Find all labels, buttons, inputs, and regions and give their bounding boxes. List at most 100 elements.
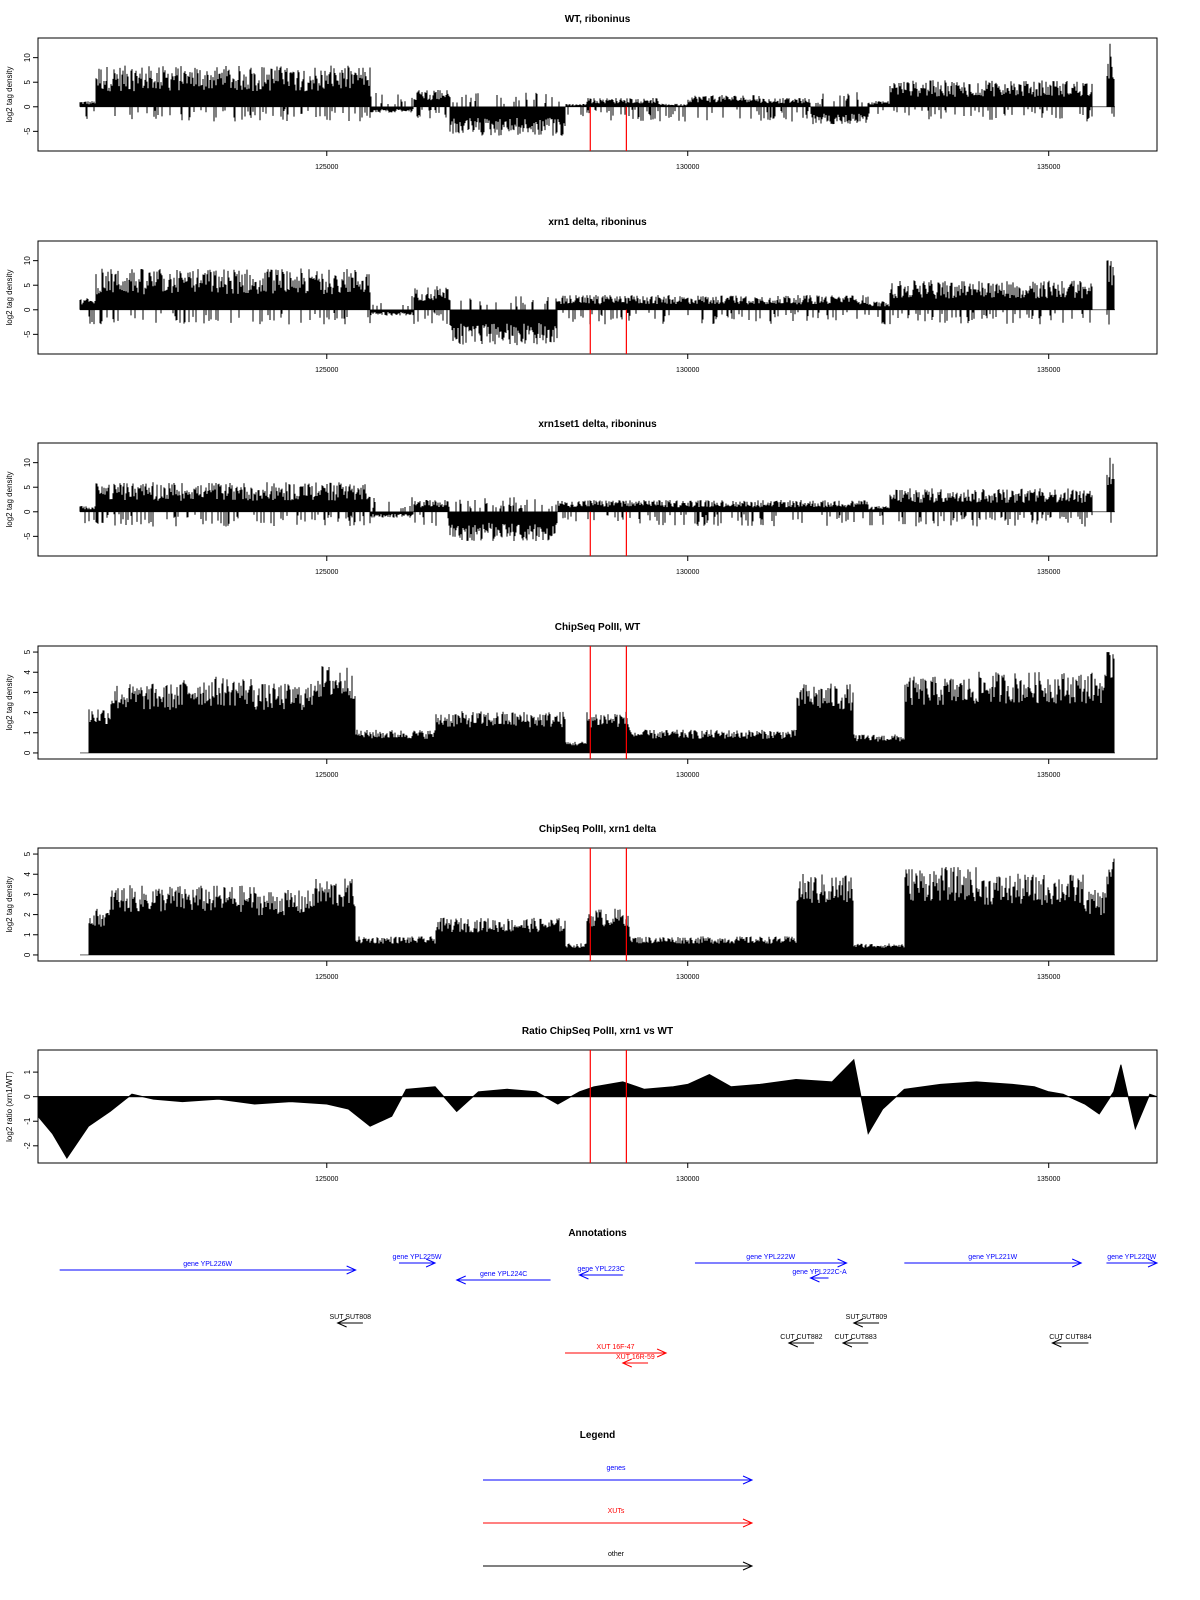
other-arrow: CUT CUT883 (834, 1334, 877, 1348)
x-tick-label: 130000 (676, 772, 699, 779)
y-axis-label: log2 ratio (xrn1/WT) (5, 1071, 14, 1142)
legend-label: other (608, 1551, 625, 1558)
other-arrow: SUT SUT809 (846, 1314, 887, 1328)
legend-label: XUTs (608, 1508, 625, 1515)
panel-title: xrn1set1 delta, riboninus (538, 419, 657, 430)
data-marks (80, 646, 1115, 759)
y-tick-label: 2 (23, 912, 32, 917)
y-tick-label: 0 (23, 1094, 32, 1099)
arrow-head (1071, 1258, 1083, 1268)
y-tick-label: 4 (23, 871, 32, 876)
arrow-head (809, 1273, 820, 1283)
panel-6: Ratio ChipSeq PolII, xrn1 vs WT -2 -1 0 1 log… (5, 1026, 1158, 1183)
data-marks (80, 848, 1115, 961)
gene-arrow: gene YPL224C (455, 1271, 551, 1285)
arrow-head (656, 1348, 668, 1358)
y-axis-label: log2 tag density (5, 674, 14, 730)
x-tick-label: 135000 (1037, 367, 1060, 374)
panel-5: ChipSeq PolII, xrn1 delta 0 1 2 3 4 5 log2 tag … (5, 824, 1158, 981)
legend-arrow-head (742, 1475, 754, 1485)
annotations-panel: Annotations gene YPL226W gene YPL225W gene … (59, 1228, 1159, 1368)
arrow-head (852, 1318, 863, 1328)
data-marks (79, 457, 1115, 556)
x-axis: 125000 130000 135000 (315, 759, 1060, 779)
xut-label: XUT 16F-47 (597, 1344, 635, 1351)
plot-frame (37, 1049, 1158, 1164)
other-label: CUT CUT882 (780, 1334, 822, 1341)
x-tick-label: 125000 (315, 974, 338, 981)
x-tick-label: 125000 (315, 164, 338, 171)
y-axis-label: log2 tag density (5, 66, 14, 122)
legend-label: genes (606, 1465, 626, 1472)
panel-title: Ratio ChipSeq PolII, xrn1 vs WT (522, 1026, 673, 1037)
panel-3: xrn1set1 delta, riboninus -5 0 5 10 log2 tag … (5, 419, 1158, 576)
y-tick-label: -5 (23, 127, 32, 135)
panel-1: WT, riboninus -5 0 5 10 log2 tag density 12500… (5, 14, 1158, 171)
y-tick-label: 0 (23, 307, 32, 312)
arrow-head (336, 1318, 347, 1328)
panel-4: ChipSeq PolII, WT 0 1 2 3 4 5 log2 tag density 1… (5, 622, 1158, 779)
y-axis: -5 0 5 10 log2 tag density (5, 458, 38, 540)
coverage-bars (79, 260, 1115, 346)
other-arrow: SUT SUT808 (329, 1314, 371, 1328)
xut-arrow: XUT 16F-47 (565, 1344, 668, 1358)
y-tick-label: 5 (23, 79, 32, 84)
legend-item-other: other (483, 1551, 754, 1571)
x-tick-label: 130000 (676, 164, 699, 171)
panel-title: WT, riboninus (565, 14, 631, 25)
legend-title: Legend (580, 1430, 616, 1441)
ratio-area (37, 1058, 1158, 1160)
arrow-head (841, 1338, 853, 1348)
other-label: CUT CUT884 (1049, 1334, 1091, 1341)
legend-item-xuts: XUTs (483, 1508, 754, 1528)
x-tick-label: 135000 (1037, 974, 1060, 981)
gene-label: gene YPL225W (393, 1254, 442, 1261)
x-tick-label: 135000 (1037, 569, 1060, 576)
y-tick-label: -5 (23, 532, 32, 540)
arrow-head (1147, 1258, 1159, 1268)
gene-arrow: gene YPL226W (59, 1261, 357, 1275)
gene-label: gene YPL224C (480, 1271, 527, 1278)
y-tick-label: 10 (23, 53, 32, 62)
coverage-bars (79, 457, 1115, 541)
y-tick-label: 1 (23, 1069, 32, 1074)
x-axis: 125000 130000 135000 (315, 556, 1060, 576)
other-label: CUT CUT883 (834, 1334, 876, 1341)
legend-arrow-head (742, 1518, 754, 1528)
x-tick-label: 125000 (315, 1176, 338, 1183)
arrow-head (425, 1258, 437, 1268)
x-tick-label: 130000 (676, 367, 699, 374)
y-axis-label: log2 tag density (5, 471, 14, 527)
gene-label: gene YPL220W (1107, 1254, 1156, 1261)
y-tick-label: 3 (23, 690, 32, 695)
x-tick-label: 135000 (1037, 772, 1060, 779)
legend-item-genes: genes (483, 1465, 754, 1485)
legend-arrow-head (742, 1561, 754, 1571)
gene-arrow: gene YPL222W (694, 1254, 848, 1268)
y-tick-label: 0 (23, 952, 32, 957)
gene-label: gene YPL222W (746, 1254, 795, 1261)
x-tick-label: 130000 (676, 1176, 699, 1183)
x-tick-label: 130000 (676, 974, 699, 981)
xut-label: XUT 16R-59 (616, 1354, 655, 1361)
y-axis-label: log2 tag density (5, 269, 14, 325)
data-marks (79, 260, 1115, 354)
gene-arrow: gene YPL223C (577, 1266, 625, 1280)
gene-arrow: gene YPL222C-A (792, 1269, 847, 1283)
arrow-head (578, 1270, 589, 1280)
y-tick-label: 5 (23, 851, 32, 856)
gene-arrow: gene YPL220W (1106, 1254, 1159, 1268)
y-tick-label: 2 (23, 710, 32, 715)
x-tick-label: 125000 (315, 569, 338, 576)
x-tick-label: 130000 (676, 569, 699, 576)
gene-arrow: gene YPL225W (393, 1254, 442, 1268)
y-tick-label: -2 (23, 1142, 32, 1150)
y-tick-label: 4 (23, 669, 32, 674)
other-arrow: CUT CUT882 (780, 1334, 823, 1348)
arrow-head (346, 1265, 357, 1275)
other-arrow: CUT CUT884 (1049, 1334, 1092, 1348)
gene-arrow: gene YPL221W (904, 1254, 1083, 1268)
plot-frame (37, 37, 1158, 152)
arrow-head (787, 1338, 799, 1348)
